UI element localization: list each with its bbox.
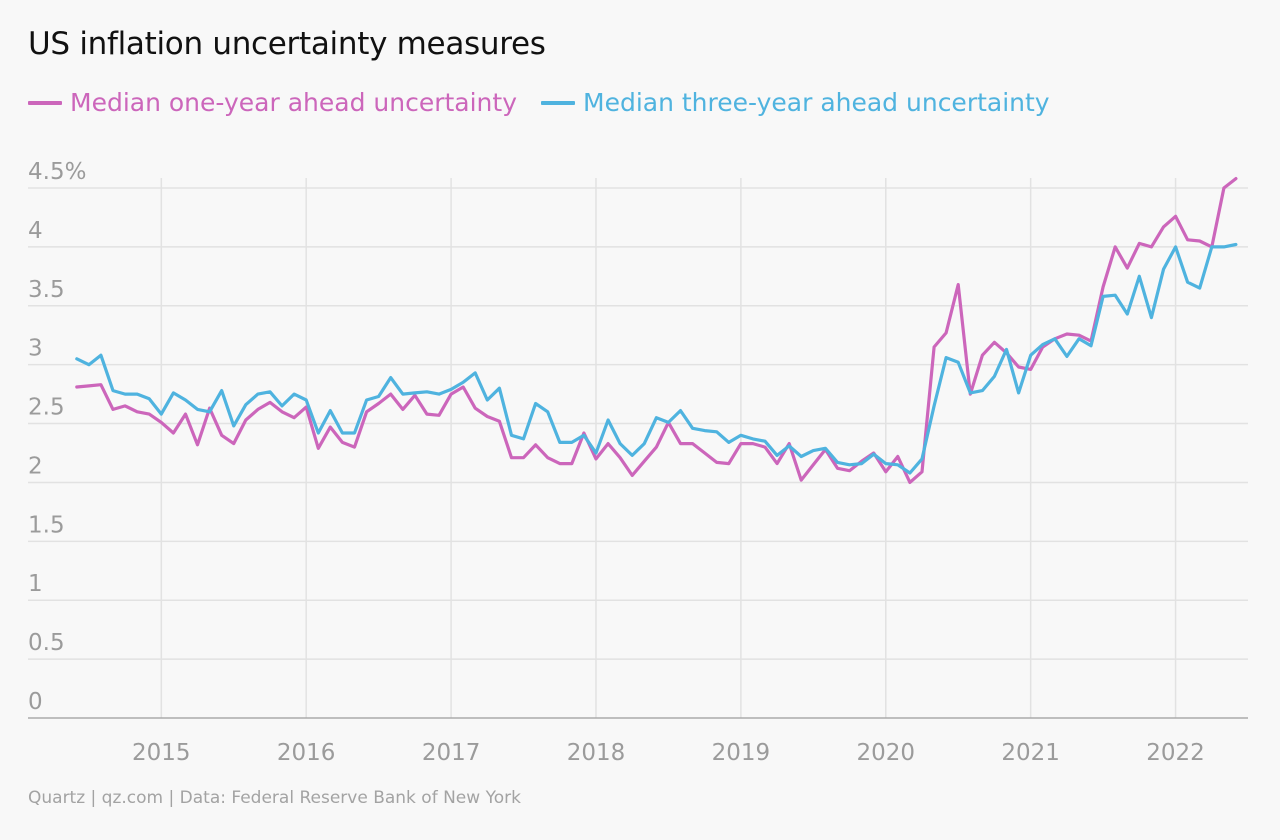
- x-tick-label: 2015: [132, 740, 191, 766]
- x-tick-label: 2022: [1146, 740, 1205, 766]
- legend-swatch-one-year: [28, 100, 62, 105]
- legend-item-three-year: Median three-year ahead uncertainty: [541, 88, 1050, 117]
- y-tick-label: 0.5: [28, 630, 65, 656]
- legend-label-three-year: Median three-year ahead uncertainty: [583, 88, 1050, 117]
- legend-swatch-three-year: [541, 100, 575, 105]
- y-tick-label: 4.5%: [28, 159, 86, 185]
- legend-item-one-year: Median one-year ahead uncertainty: [28, 88, 517, 117]
- y-tick-label: 0: [28, 689, 43, 715]
- x-tick-label: 2021: [1001, 740, 1060, 766]
- x-tick-label: 2020: [856, 740, 915, 766]
- y-tick-label: 4: [28, 218, 43, 244]
- y-tick-label: 2: [28, 453, 43, 479]
- series-line-one-year: [75, 177, 1238, 484]
- source-footer: Quartz | qz.com | Data: Federal Reserve …: [28, 788, 521, 808]
- series-line-three-year: [75, 242, 1238, 475]
- x-tick-label: 2017: [422, 740, 481, 766]
- chart-title: US inflation uncertainty measures: [28, 26, 546, 62]
- chart-legend: Median one-year ahead uncertainty Median…: [28, 88, 1050, 117]
- y-tick-label: 3.5: [28, 277, 65, 303]
- y-tick-label: 3: [28, 336, 43, 362]
- x-tick-label: 2016: [277, 740, 336, 766]
- x-tick-label: 2019: [712, 740, 771, 766]
- legend-label-one-year: Median one-year ahead uncertainty: [70, 88, 517, 117]
- x-tick-label: 2018: [567, 740, 626, 766]
- y-tick-label: 1.5: [28, 512, 65, 538]
- y-tick-label: 2.5: [28, 395, 65, 421]
- y-tick-label: 1: [28, 571, 43, 597]
